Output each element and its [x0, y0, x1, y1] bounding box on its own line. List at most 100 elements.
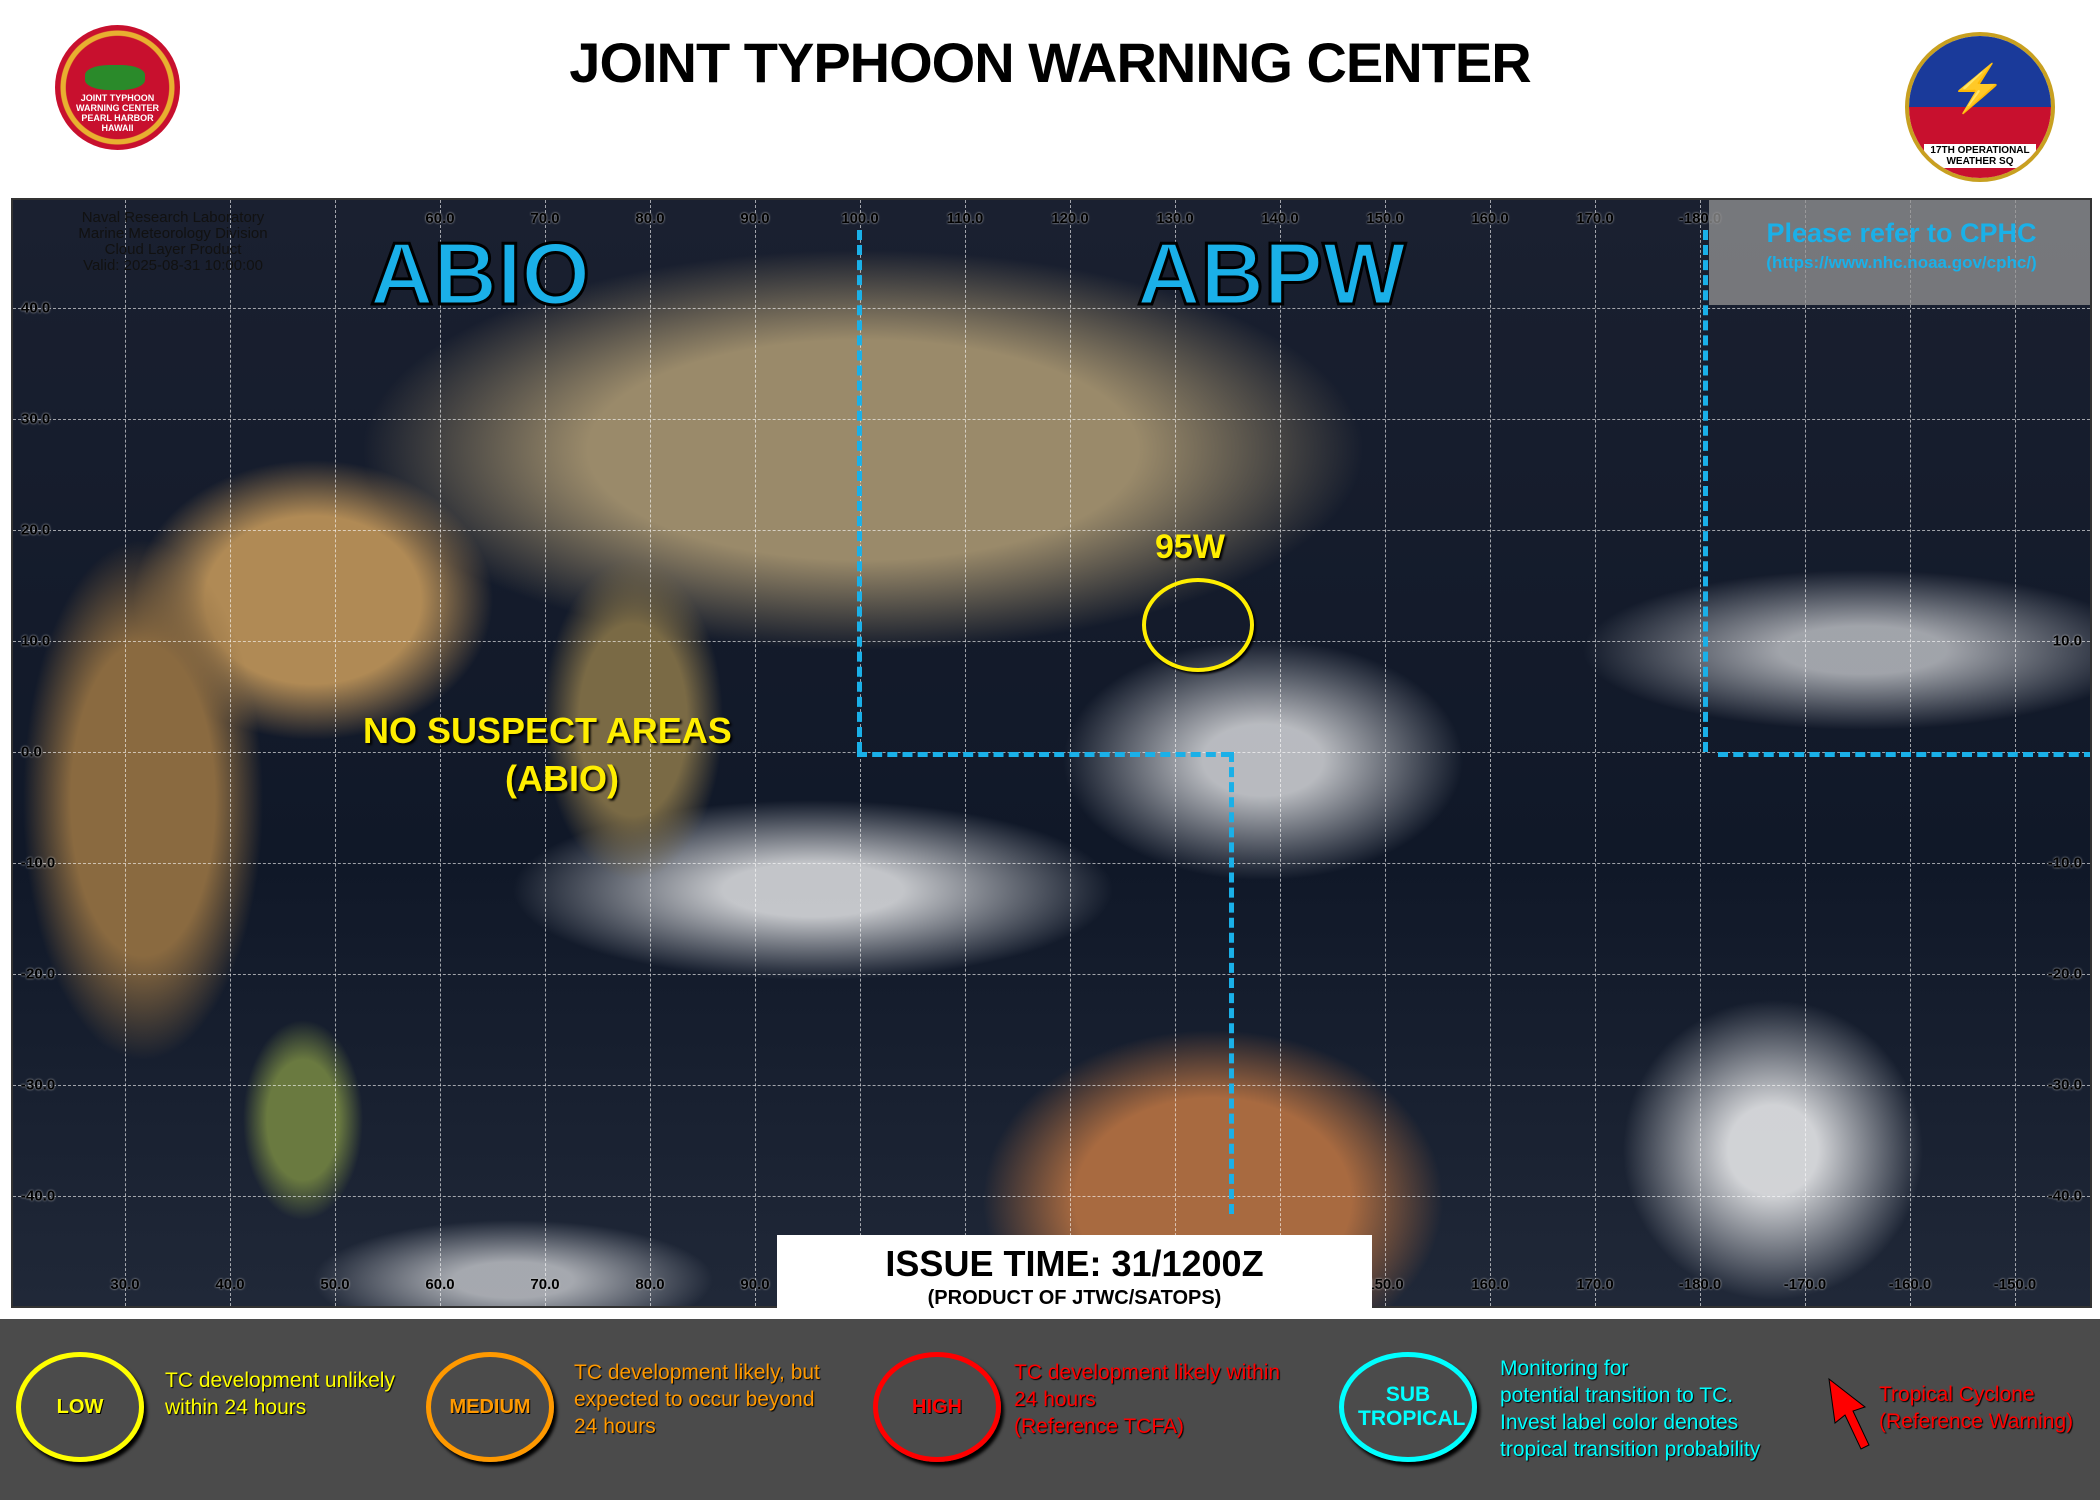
credit-line: Cloud Layer Product	[104, 241, 242, 258]
lon-tick-label: 80.0	[635, 1276, 665, 1293]
issue-time-box: ISSUE TIME: 31/1200Z (PRODUCT OF JTWC/SA…	[777, 1235, 1372, 1319]
desc-line: TC development unlikely	[165, 1369, 395, 1392]
lat-tick-label: -40.0	[2047, 1187, 2082, 1205]
lon-tick-label: 60.0	[425, 1276, 455, 1293]
legend-high-label: HIGH	[912, 1395, 962, 1418]
lon-tick-label: 40.0	[215, 1276, 245, 1293]
lon-tick-label: 30.0	[110, 1276, 140, 1293]
cphc-text: Please refer to CPHC	[1766, 218, 2037, 248]
lat-tick-label: -20.0	[21, 965, 56, 983]
grid-meridian	[650, 200, 651, 1306]
grid-parallel	[13, 1196, 2090, 1197]
lon-tick-label: 150.0	[1366, 1276, 1404, 1293]
basin-label-abio: ABIO	[369, 224, 592, 323]
lat-tick-label: -10.0	[2047, 854, 2082, 872]
desc-line: tropical transition probability	[1500, 1438, 1761, 1461]
lon-tick-label: 60.0	[425, 210, 455, 227]
invest-label-95w: 95W	[1155, 528, 1225, 566]
lat-tick-label: -20.0	[2047, 965, 2082, 983]
desc-line: 24 hours	[1014, 1388, 1096, 1411]
issue-time: ISSUE TIME: 31/1200Z	[885, 1243, 1264, 1284]
legend-low-circle: LOW	[16, 1352, 144, 1462]
desc-line: Monitoring for	[1500, 1357, 1629, 1380]
lat-tick-label: 30.0	[21, 410, 51, 428]
jtwc-logo-text: JOINT TYPHOON WARNING CENTER PEARL HARBO…	[76, 93, 159, 133]
grid-parallel	[13, 974, 2090, 975]
lat-tick-label: 0.0	[21, 743, 42, 761]
legend-low-label: LOW	[56, 1395, 104, 1418]
cphc-boundary	[1703, 230, 1708, 752]
lon-tick-label: 80.0	[635, 210, 665, 227]
grid-meridian	[440, 200, 441, 1306]
grid-meridian	[1490, 200, 1491, 1306]
grid-meridian	[545, 200, 546, 1306]
page-title: JOINT TYPHOON WARNING CENTER	[569, 31, 1531, 94]
invest-area-circle[interactable]	[1142, 578, 1254, 672]
lon-tick-label: 120.0	[1051, 210, 1089, 227]
grid-parallel	[13, 1085, 2090, 1086]
lat-tick-label: 10.0	[21, 632, 51, 650]
lon-tick-label: 130.0	[1156, 210, 1194, 227]
legend-subtropical-circle: SUB TROPICAL	[1339, 1352, 1477, 1462]
lon-tick-label: 160.0	[1471, 210, 1509, 227]
credit-line: Valid: 2025-08-31 10:00:00	[83, 257, 263, 274]
legend-medium-desc: TC development likely, but expected to o…	[574, 1359, 820, 1440]
satellite-map: 60.0 70.0 80.0 90.0 100.0 110.0 120.0 130.0 140.…	[11, 198, 2092, 1308]
basin-label-abpw: ABPW	[1136, 224, 1408, 323]
desc-line: (Reference TCFA)	[1014, 1415, 1184, 1438]
desc-line: within 24 hours	[165, 1396, 307, 1419]
lat-tick-label: -30.0	[21, 1076, 56, 1094]
desc-line: (Reference Warning)	[1879, 1410, 2074, 1433]
lon-tick-label: 70.0	[530, 1276, 560, 1293]
lon-tick-label: 170.0	[1576, 1276, 1614, 1293]
grid-meridian	[1280, 200, 1281, 1306]
lon-tick-label: 70.0	[530, 210, 560, 227]
no-suspect-areas-text: NO SUSPECT AREAS	[363, 710, 732, 751]
credit-line: Marine Meteorology Division	[78, 225, 268, 242]
grid-parallel	[13, 530, 2090, 531]
credit-line: Naval Research Laboratory	[81, 209, 265, 226]
lat-tick-label: 20.0	[21, 521, 51, 539]
cphc-notice: Please refer to CPHC (https://www.nhc.no…	[1709, 200, 2090, 305]
17ows-logo: ⚡ 17TH OPERATIONAL WEATHER SQ	[1905, 32, 2055, 182]
lon-tick-label: 110.0	[946, 210, 984, 227]
desc-line: potential transition to TC.	[1500, 1384, 1734, 1407]
desc-line: Tropical Cyclone	[1879, 1383, 2035, 1406]
lon-tick-label: 90.0	[740, 1276, 770, 1293]
desc-line: TC development likely, but	[574, 1361, 820, 1384]
australia-boundary	[1229, 752, 1234, 1214]
no-suspect-basin-text: (ABIO)	[505, 758, 619, 799]
lon-tick-label: 160.0	[1471, 1276, 1509, 1293]
lat-tick-label: -40.0	[21, 1187, 56, 1205]
grid-meridian	[230, 200, 231, 1306]
legend-high-circle: HIGH	[873, 1352, 1001, 1462]
grid-parallel	[13, 308, 2090, 309]
product-source: (PRODUCT OF JTWC/SATOPS)	[927, 1287, 1222, 1309]
abpw-south-boundary	[857, 752, 1231, 757]
grid-meridian	[1700, 200, 1701, 1306]
red-arrow-icon	[1828, 1377, 1870, 1450]
desc-line: Invest label color denotes	[1500, 1411, 1739, 1434]
lon-tick-label: 170.0	[1576, 210, 1614, 227]
lat-tick-label: -30.0	[2047, 1076, 2082, 1094]
legend-high-desc: TC development likely within 24 hours (R…	[1014, 1359, 1280, 1440]
lon-tick-label: -170.0	[1783, 1276, 1827, 1293]
lon-tick-label: 90.0	[740, 210, 770, 227]
grid-meridian	[335, 200, 336, 1306]
grid-parallel	[13, 641, 2090, 642]
legend-medium-label: MEDIUM	[449, 1395, 531, 1418]
desc-line: TC development likely within	[1014, 1361, 1281, 1384]
grid-meridian	[1595, 200, 1596, 1306]
lon-tick-label: -150.0	[1993, 1276, 2037, 1293]
lon-tick-label: -180.0	[1678, 1276, 1722, 1293]
lat-tick-label: 10.0	[2052, 632, 2082, 650]
lon-tick-label: 100.0	[841, 210, 879, 227]
legend: LOW TC development unlikely within 24 ho…	[0, 1319, 2100, 1500]
17ows-logo-text: 17TH OPERATIONAL WEATHER SQ	[1924, 144, 2036, 168]
hawaii-islands-icon	[85, 65, 145, 90]
grid-parallel	[13, 863, 2090, 864]
abio-abpw-boundary	[857, 230, 862, 752]
lon-tick-label: 140.0	[1261, 210, 1299, 227]
lon-tick-label: -160.0	[1888, 1276, 1932, 1293]
cphc-url[interactable]: (https://www.nhc.noaa.gov/cphc/)	[1766, 253, 2037, 272]
